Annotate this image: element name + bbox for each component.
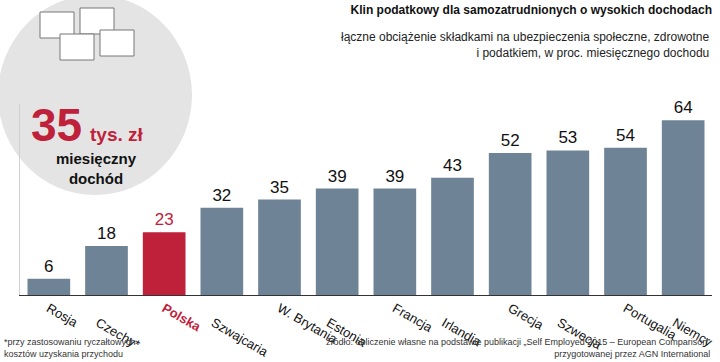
svg-text:Szwajcaria: Szwajcaria	[209, 315, 272, 360]
svg-text:Francja: Francja	[390, 300, 436, 335]
svg-text:łączne obciążenie składkami na: łączne obciążenie składkami na ubezpiecz…	[341, 30, 710, 60]
svg-text:Grecja: Grecja	[505, 300, 546, 333]
svg-text:53: 53	[558, 128, 577, 147]
svg-text:43: 43	[443, 156, 462, 175]
svg-text:39: 39	[385, 167, 404, 186]
svg-text:18: 18	[97, 224, 116, 243]
svg-text:35: 35	[270, 178, 289, 197]
svg-text:Czechy*: Czechy*	[93, 315, 142, 352]
svg-text:35: 35	[31, 99, 82, 151]
svg-text:źródło: obliczenie własne na p: źródło: obliczenie własne na podstawie p…	[326, 337, 710, 359]
svg-text:Estonia: Estonia	[324, 315, 370, 350]
svg-text:Szwecja: Szwecja	[555, 315, 605, 353]
svg-text:tys. zł: tys. zł	[90, 124, 144, 145]
svg-text:W. Brytania: W. Brytania	[275, 300, 341, 347]
svg-text:23: 23	[155, 210, 174, 229]
svg-text:32: 32	[212, 186, 231, 205]
svg-text:Portugalia: Portugalia	[621, 300, 680, 343]
svg-text:64: 64	[674, 98, 693, 117]
svg-text:6: 6	[44, 257, 53, 276]
svg-text:54: 54	[616, 126, 635, 145]
svg-text:39: 39	[328, 167, 347, 186]
svg-text:Klin podatkowy dla samozatrudn: Klin podatkowy dla samozatrudnionych o w…	[351, 3, 712, 17]
svg-text:52: 52	[501, 131, 520, 150]
svg-text:*przy zastosowaniu ryczałtowyc: *przy zastosowaniu ryczałtowychkosztów u…	[4, 337, 136, 359]
svg-text:Rosja: Rosja	[44, 300, 81, 330]
svg-text:Niemcy: Niemcy	[670, 315, 715, 350]
svg-text:miesięcznydochód: miesięcznydochód	[56, 150, 137, 187]
svg-text:Irlandia: Irlandia	[439, 315, 484, 350]
svg-text:Polska: Polska	[159, 300, 203, 334]
